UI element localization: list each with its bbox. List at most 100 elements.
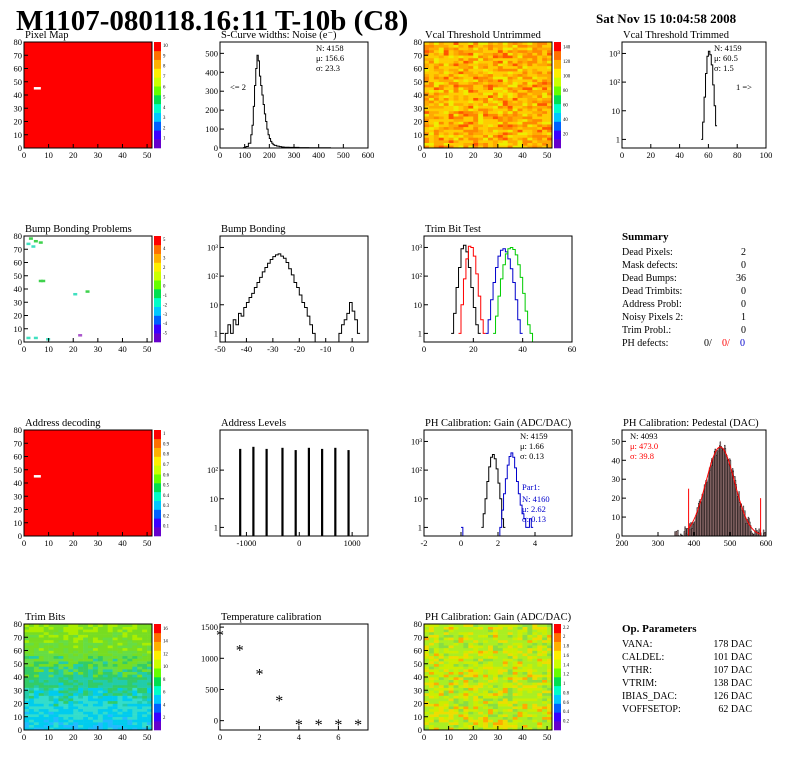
- vcal-untrimmed-cell: [428, 110, 435, 114]
- vcal-untrimmed-cell: [458, 81, 464, 85]
- vcal-untrimmed-cell: [512, 55, 518, 59]
- vcal-untrimmed-cell: [522, 71, 528, 75]
- ph-gain-y-tick-1: 10: [414, 494, 423, 504]
- ph-gain-map-cell: [512, 637, 518, 641]
- trim-bits-cell: [127, 634, 133, 638]
- trim-bits-cell: [102, 655, 108, 659]
- ph-gain-map-cell: [527, 624, 533, 627]
- trim-bits-cell: [132, 722, 138, 725]
- trim-bits-cell: [58, 695, 64, 699]
- vcal-untrimmed-cell: [527, 137, 533, 141]
- vcal-untrimmed-cell: [512, 57, 518, 61]
- vcal-untrimmed-cell: [473, 44, 479, 48]
- ph-gain-map-cell: [542, 647, 548, 651]
- vcal-untrimmed-cell: [463, 57, 469, 61]
- ph-gain-map-y-tick-5: 50: [414, 659, 423, 669]
- vcal-untrimmed-cell: [463, 68, 469, 72]
- trim-bits-cell: [63, 671, 69, 675]
- trim-bits-cell: [137, 674, 143, 678]
- vcal-untrimmed-cell: [428, 55, 435, 59]
- vcal-untrimmed-cell: [537, 137, 543, 141]
- vcal-untrimmed-cell: [428, 47, 435, 51]
- vcal-untrimmed-cell: [502, 113, 508, 117]
- ph-gain-map-cell: [537, 677, 543, 680]
- vcal-untrimmed-cell: [522, 134, 528, 138]
- trim-bits-cell: [68, 727, 74, 731]
- vcal-untrimmed-cell: [448, 60, 454, 64]
- trim-bits-cell: [78, 677, 84, 680]
- summary-value-0: 2: [741, 247, 746, 258]
- ph-gain-map-cell: [522, 658, 528, 662]
- trim-bits-cell: [58, 687, 64, 691]
- vcal-untrimmed-cell: [463, 44, 469, 48]
- trim-bits-cell: [112, 700, 118, 704]
- vcal-trimmed-stat-mu: μ: 60.5: [714, 53, 738, 63]
- vcal-untrimmed-cell: [532, 108, 538, 112]
- vcal-untrimmed-cell: [438, 42, 444, 45]
- ph-gain-map-cells: [424, 624, 553, 731]
- vcal-trimmed-x-tick-4: 80: [733, 150, 742, 160]
- trim-bits-cell: [102, 663, 108, 667]
- vcal-untrimmed-cell: [507, 55, 513, 59]
- ph-gain-map-cell: [512, 711, 518, 715]
- ph-gain-map-cell: [473, 724, 479, 728]
- vcal-untrimmed-cell: [428, 73, 435, 77]
- ph-gain-map-cell: [547, 639, 553, 643]
- trim-bits-cell: [53, 692, 59, 696]
- ph-gain-map-cell: [453, 655, 459, 659]
- trim-bits-cell: [122, 711, 128, 715]
- trim-bits-palette-tick-4: 10: [163, 665, 168, 670]
- vcal-untrimmed-cell: [468, 71, 474, 75]
- scurve-widths-stat-n: N: 4158: [316, 43, 344, 53]
- trim-bits-cell: [73, 703, 79, 707]
- trim-bits-cell: [132, 706, 138, 710]
- trim-bits-cell: [68, 624, 74, 627]
- ph-gain-map-cell: [463, 719, 469, 723]
- vcal-untrimmed-cell: [497, 73, 504, 77]
- address-decoding-x-tick-5: 50: [143, 538, 152, 548]
- vcal-untrimmed-palette-seg-8: [554, 68, 561, 78]
- ph-gain-map-cell: [542, 650, 548, 654]
- trim-bits-cell: [142, 637, 148, 641]
- pixel-map-y-tick-8: 80: [14, 37, 23, 47]
- ph-gain-map-cell: [532, 653, 538, 657]
- vcal-untrimmed-cell: [478, 49, 484, 53]
- trim-bits-cell: [122, 637, 128, 641]
- trim-bits-cell: [53, 698, 59, 702]
- ph-gain-map-cell: [517, 716, 523, 720]
- trim-bits-cell: [78, 698, 84, 702]
- ph-gain-map-cell: [468, 703, 474, 707]
- trim-bits-cell: [102, 682, 108, 686]
- ph-gain-map-cell: [483, 666, 489, 670]
- trim-bits-cell: [127, 714, 133, 718]
- vcal-untrimmed-cell: [502, 60, 508, 64]
- trim-bits-cell: [43, 674, 49, 678]
- ph-gain-map-cell: [512, 677, 518, 680]
- vcal-untrimmed-cell: [468, 132, 474, 136]
- ph-gain-map-cell: [517, 711, 523, 715]
- trim-bits-cell: [142, 655, 148, 659]
- trim-bits-cell: [127, 698, 133, 702]
- vcal-untrimmed-palette-seg-10: [554, 50, 561, 60]
- ph-gain-map-cell: [502, 695, 508, 699]
- vcal-untrimmed-cell: [512, 68, 518, 72]
- trim-bits-cell: [83, 722, 89, 725]
- trim-bits-cell: [68, 714, 74, 718]
- ph-gain-map-cell: [542, 690, 548, 694]
- scurve-widths-stat-sigma: σ: 23.3: [316, 63, 340, 73]
- trim-bits-cell: [142, 677, 148, 680]
- trim-bits-cell: [97, 684, 104, 688]
- ph-gain-map-cell: [443, 650, 449, 654]
- ph-gain-map-cell: [547, 690, 553, 694]
- ph-gain-map-cell: [512, 624, 518, 627]
- trim-bits-cell: [122, 682, 128, 686]
- ph-pedestal-stat-sigma: σ: 39.8: [630, 451, 654, 461]
- ph-gain-map-cell: [424, 663, 430, 667]
- vcal-untrimmed-cell: [537, 57, 543, 61]
- vcal-untrimmed-cell: [453, 63, 459, 67]
- ph-pedestal-title: PH Calibration: Pedestal (DAC): [623, 418, 759, 429]
- vcal-untrimmed-cell: [492, 102, 499, 106]
- trim-bits-cell: [38, 669, 44, 672]
- ph-gain-map-cell: [428, 724, 435, 728]
- trim-bits-cell: [122, 653, 128, 657]
